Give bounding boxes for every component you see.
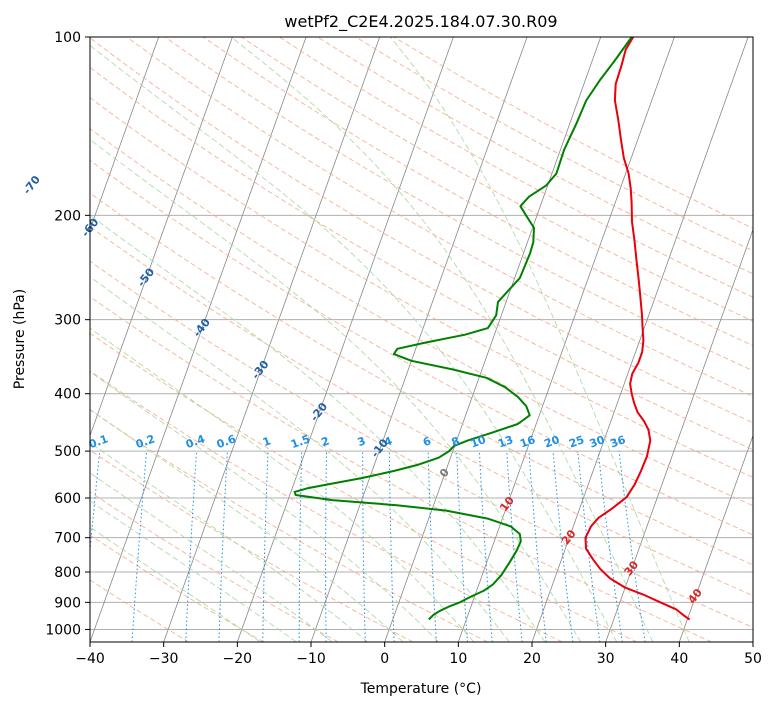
isotherm-line [90,37,160,231]
mixing-ratio-label: 20 [543,433,562,451]
x-tick-label: −20 [223,651,253,667]
dry-adiabat-line [90,449,414,642]
moist-adiabat-line [230,37,654,642]
mixing-ratio-line [618,451,646,642]
y-tick-label: 600 [54,491,81,507]
moist-adiabat-line [90,214,546,642]
dry-adiabat-line [90,159,753,536]
plot-background [90,37,753,642]
dry-adiabat-line [90,37,753,424]
moist-adiabat-line [90,44,618,642]
moist-adiabat-line [90,472,333,642]
moist-adiabat-line [90,276,510,642]
y-tick-label: 800 [54,565,81,581]
mixing-ratio-label: 0.2 [134,432,157,451]
isotherm-line [531,37,749,642]
mixing-ratio-line [577,451,601,642]
mixing-ratio-label: 0.1 [87,432,110,451]
y-tick-label: 400 [54,387,81,403]
mixing-ratio-line [528,451,547,642]
dry-adiabat-line [90,260,753,628]
mixing-ratio-line [90,451,101,556]
mixing-ratio-label: 25 [567,433,586,450]
mixing-ratio-label: 2 [320,434,332,449]
mixing-ratio-line [552,451,574,642]
isotherm-label: -70 [20,173,43,197]
isotherm-line [384,37,602,642]
mixing-ratio-label: 4 [382,434,394,449]
axis-layer: −40 −30 −20 −10 0 10 20 30 40 5010020030040050060… [45,30,762,667]
mixing-ratio-line [597,451,623,642]
dry-adiabat-line [90,296,712,642]
y-tick-label: 300 [54,313,81,329]
dry-adiabat-line [90,534,264,642]
dewpoint-profile-line [293,37,633,621]
dry-adiabat-line [90,409,488,642]
y-tick-label: 100 [54,30,81,46]
isotherm-line [0,37,11,642]
y-tick-label: 900 [54,595,81,611]
mixing-ratio-label: 0.6 [215,432,238,451]
x-tick-label: −40 [75,651,105,667]
isotherm-line [90,37,233,437]
mixing-ratio-label: 6 [421,434,433,449]
y-tick-label: 1000 [45,622,81,638]
y-tick-label: 500 [54,444,81,460]
mixing-ratio-label: 13 [496,433,515,450]
isotherm-line [752,640,753,642]
moist-adiabat-line [90,500,297,642]
mixing-ratio-label: 1.5 [289,432,312,451]
mixing-ratio-label: 16 [518,433,537,451]
x-tick-label: 0 [380,651,389,667]
y-tick-label: 200 [54,208,81,224]
x-tick-label: −30 [149,651,179,667]
x-tick-label: −10 [296,651,326,667]
dry-adiabat-line [90,370,563,642]
isotherm-line [236,37,454,642]
moist-adiabat-line [90,526,261,642]
isotherm-line [90,37,307,642]
chart-title: wetPf2_C2E4.2025.184.07.30.R09 [284,12,557,32]
mixing-ratio-label: 8 [450,434,462,449]
data-layer [293,37,691,621]
mixing-ratio-label: 1 [261,434,273,449]
dry-adiabat-line [90,192,753,566]
moist-adiabat-line [90,442,368,642]
x-tick-label: 50 [744,651,762,667]
isotherm-line [678,434,753,642]
mixing-ratio-line [506,451,523,642]
dry-adiabat-line [90,226,753,597]
x-axis-label: Temperature (°C) [360,681,482,697]
y-axis-label: Pressure (hPa) [12,289,28,389]
x-tick-label: 20 [523,651,541,667]
mixing-ratio-label: 30 [588,433,607,451]
moist-adiabat-line [389,37,690,642]
dry-adiabat-line [90,332,638,642]
mixing-ratio-label: 3 [356,434,368,449]
mixing-ratio-label: 36 [608,433,627,451]
y-tick-label: 700 [54,531,81,547]
dry-adiabat-line [90,128,753,507]
dry-adiabat-line [202,37,753,347]
mixing-ratio-label: 10 [469,433,488,451]
moist-adiabat-line [90,408,404,642]
dry-adiabat-line [126,37,753,397]
mixing-ratio-label: 0.4 [184,432,207,451]
plot-frame [89,36,754,643]
x-tick-label: 30 [597,651,615,667]
mixing-ratio-line [131,451,148,642]
isotherm-line [605,228,753,642]
x-tick-label: 40 [670,651,688,667]
x-tick-label: 10 [449,651,467,667]
temperature-profile-line [584,37,691,621]
isotherm-line [163,37,381,642]
grid-layer [0,37,753,642]
dry-adiabat-line [164,37,753,372]
isotherm-line [457,37,675,642]
moist-adiabat-line [90,139,582,642]
